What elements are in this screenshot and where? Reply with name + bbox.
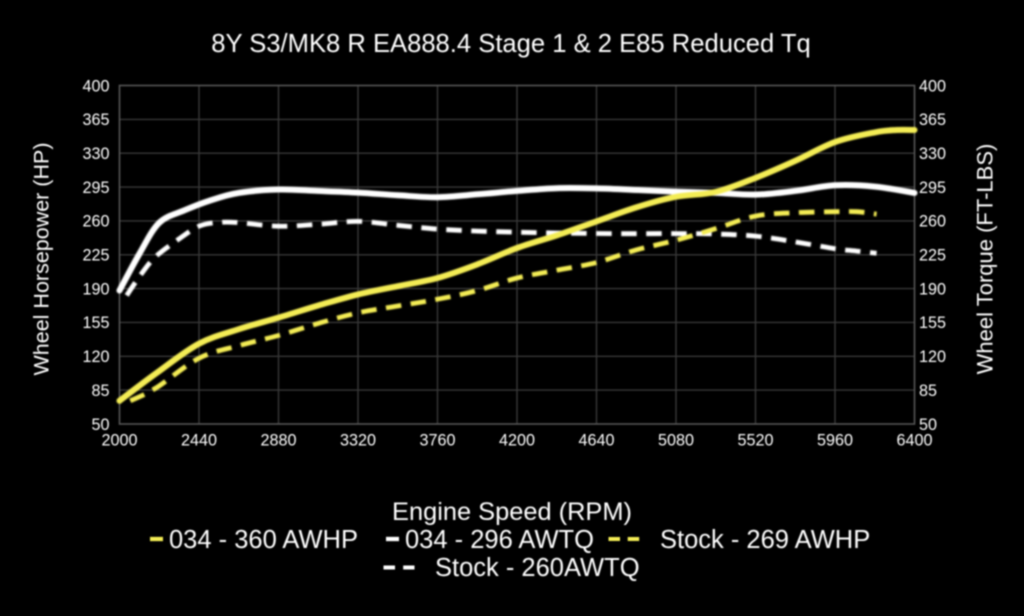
svg-text:Wheel Torque (FT-LBS): Wheel Torque (FT-LBS) <box>973 144 998 375</box>
svg-text:400: 400 <box>919 77 946 95</box>
svg-text:034 - 296 AWTQ: 034 - 296 AWTQ <box>405 526 594 554</box>
svg-text:2000: 2000 <box>101 432 137 450</box>
svg-text:50: 50 <box>91 416 109 434</box>
svg-text:034 - 360 AWHP: 034 - 360 AWHP <box>169 526 358 554</box>
svg-text:260: 260 <box>919 213 946 231</box>
svg-text:295: 295 <box>82 179 109 197</box>
svg-text:85: 85 <box>919 382 937 400</box>
svg-text:Stock - 269 AWHP: Stock - 269 AWHP <box>660 526 870 554</box>
svg-text:2880: 2880 <box>260 432 296 450</box>
svg-text:3320: 3320 <box>340 432 376 450</box>
svg-text:4200: 4200 <box>499 432 535 450</box>
svg-text:225: 225 <box>82 247 109 265</box>
svg-text:5520: 5520 <box>737 432 773 450</box>
svg-text:Stock - 260AWTQ: Stock - 260AWTQ <box>435 554 640 582</box>
svg-text:4640: 4640 <box>578 432 614 450</box>
svg-text:Engine Speed (RPM): Engine Speed (RPM) <box>392 498 632 526</box>
svg-text:120: 120 <box>82 348 109 366</box>
svg-text:365: 365 <box>82 111 109 129</box>
svg-text:Wheel Horsepower (HP): Wheel Horsepower (HP) <box>30 143 54 376</box>
svg-text:330: 330 <box>919 145 946 163</box>
svg-text:5080: 5080 <box>658 432 694 450</box>
svg-text:400: 400 <box>82 77 109 95</box>
svg-text:3760: 3760 <box>419 432 455 450</box>
svg-text:8Y S3/MK8 R EA888.4 Stage 1 &: 8Y S3/MK8 R EA888.4 Stage 1 & 2 E85 Redu… <box>211 30 810 58</box>
svg-text:225: 225 <box>919 247 946 265</box>
svg-text:260: 260 <box>82 213 109 231</box>
svg-text:155: 155 <box>919 314 946 332</box>
svg-text:6400: 6400 <box>896 432 932 450</box>
svg-text:120: 120 <box>919 348 946 366</box>
svg-text:190: 190 <box>919 280 946 298</box>
svg-text:330: 330 <box>82 145 109 163</box>
svg-text:50: 50 <box>919 416 937 434</box>
svg-text:5960: 5960 <box>817 432 853 450</box>
svg-text:155: 155 <box>82 314 109 332</box>
svg-text:365: 365 <box>919 111 946 129</box>
svg-text:2440: 2440 <box>181 432 217 450</box>
svg-text:85: 85 <box>91 382 109 400</box>
svg-text:295: 295 <box>919 179 946 197</box>
svg-text:190: 190 <box>82 280 109 298</box>
